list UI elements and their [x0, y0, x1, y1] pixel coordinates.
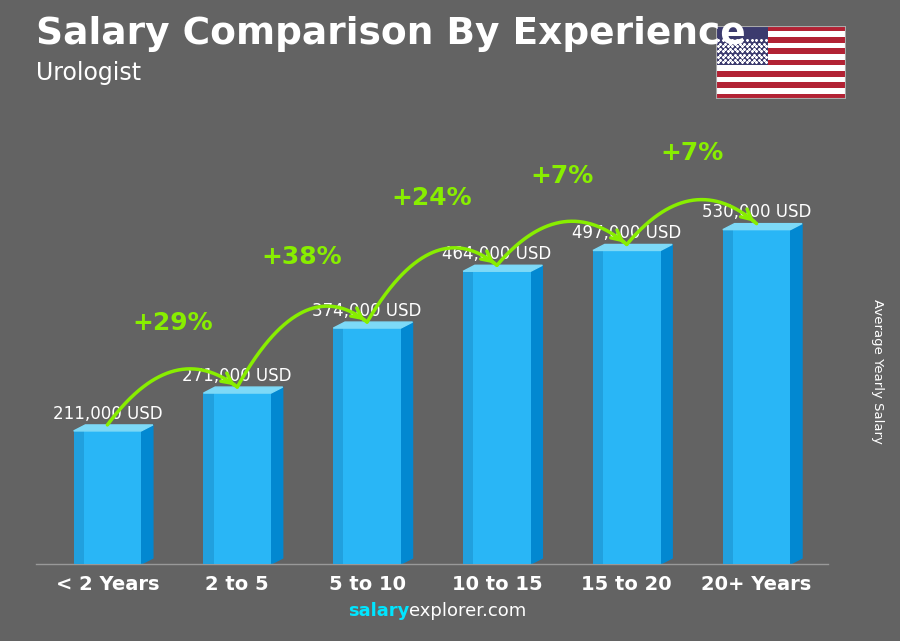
Polygon shape — [271, 387, 283, 564]
Text: Urologist: Urologist — [36, 61, 141, 85]
Polygon shape — [141, 425, 153, 564]
Text: +29%: +29% — [132, 312, 212, 335]
Text: 464,000 USD: 464,000 USD — [442, 245, 552, 263]
Bar — [593, 251, 661, 564]
Polygon shape — [593, 244, 672, 251]
Bar — [716, 26, 768, 65]
Text: explorer.com: explorer.com — [410, 603, 526, 620]
Bar — [716, 82, 846, 88]
Polygon shape — [400, 322, 412, 564]
Polygon shape — [531, 265, 543, 564]
Text: +24%: +24% — [392, 186, 472, 210]
Bar — [593, 251, 603, 564]
Polygon shape — [203, 387, 283, 393]
Bar — [716, 71, 846, 77]
Polygon shape — [74, 425, 153, 431]
Bar — [333, 328, 400, 564]
Text: +7%: +7% — [660, 141, 724, 165]
Polygon shape — [333, 322, 412, 328]
Bar — [716, 77, 846, 82]
Polygon shape — [464, 265, 543, 271]
Bar — [464, 271, 473, 564]
Text: Average Yearly Salary: Average Yearly Salary — [871, 299, 884, 444]
Polygon shape — [661, 244, 672, 564]
Text: 530,000 USD: 530,000 USD — [702, 203, 811, 221]
Text: 211,000 USD: 211,000 USD — [52, 404, 162, 422]
Text: +38%: +38% — [262, 245, 343, 269]
Text: Salary Comparison By Experience: Salary Comparison By Experience — [36, 16, 746, 52]
Bar — [74, 431, 84, 564]
Bar — [203, 393, 213, 564]
Text: 271,000 USD: 271,000 USD — [183, 367, 292, 385]
Bar — [716, 94, 846, 99]
Bar — [464, 271, 531, 564]
Polygon shape — [790, 224, 802, 564]
Text: salary: salary — [348, 603, 410, 620]
Bar — [716, 54, 846, 60]
Bar — [716, 37, 846, 43]
Bar — [716, 88, 846, 94]
Bar — [203, 393, 271, 564]
Bar — [723, 229, 790, 564]
Bar — [716, 48, 846, 54]
Bar — [716, 65, 846, 71]
Text: 374,000 USD: 374,000 USD — [312, 302, 422, 320]
Bar — [723, 229, 733, 564]
Text: 497,000 USD: 497,000 USD — [572, 224, 681, 242]
Bar — [716, 26, 846, 31]
Bar — [74, 431, 141, 564]
Bar — [716, 60, 846, 65]
Bar — [716, 31, 846, 37]
Polygon shape — [723, 224, 802, 229]
Bar — [716, 43, 846, 48]
Bar — [333, 328, 344, 564]
Text: +7%: +7% — [530, 163, 593, 188]
